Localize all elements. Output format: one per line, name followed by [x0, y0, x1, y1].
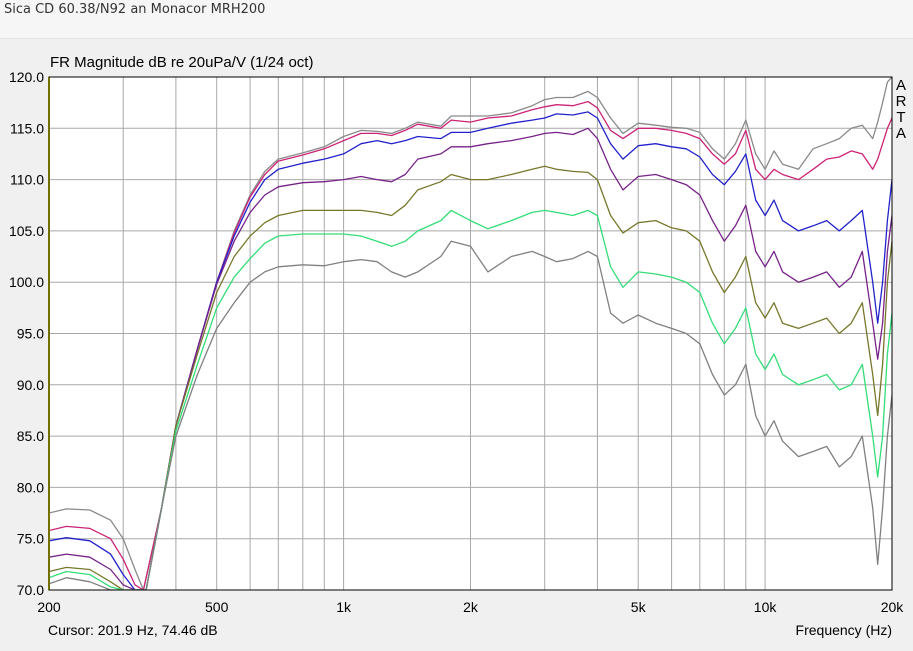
x-tick-label: 5k	[631, 599, 647, 615]
arta-brand: A R T A	[893, 78, 909, 142]
plot-frame	[48, 76, 893, 591]
x-tick-label: 200	[37, 599, 61, 615]
window-title: Sica CD 60.38/N92 an Monacor MRH200	[4, 2, 266, 17]
y-tick-label: 105.0	[9, 223, 44, 239]
x-axis-label: Frequency (Hz)	[795, 622, 892, 638]
y-tick-label: 110.0	[10, 172, 44, 188]
brand-letter: R	[895, 93, 907, 110]
y-tick-labels: 120.0 115.0 110.0 105.0 100.0 95.0 90.0 85.0 80.…	[9, 69, 44, 598]
series-line-6	[49, 209, 892, 590]
series-group	[49, 77, 892, 590]
cursor-readout: Cursor: 201.9 Hz, 74.46 dB	[48, 622, 218, 638]
brand-letter: T	[896, 109, 906, 126]
x-tick-labels: 200 500 1k 2k 5k 10k 20k	[37, 599, 904, 615]
series-line-7	[49, 240, 892, 590]
brand-letter: A	[895, 77, 906, 94]
series-line-5	[49, 165, 892, 590]
brand-letter: A	[895, 125, 906, 142]
grid-lines	[49, 77, 892, 590]
y-tick-label: 85.0	[17, 428, 44, 444]
y-tick-label: 75.0	[17, 531, 44, 547]
y-tick-label: 100.0	[9, 274, 44, 290]
x-tick-label: 500	[205, 599, 229, 615]
x-tick-label: 2k	[463, 599, 479, 615]
y-tick-label: 90.0	[17, 377, 44, 393]
y-tick-label: 70.0	[17, 582, 44, 598]
x-tick-label: 10k	[754, 599, 778, 615]
y-tick-label: 120.0	[9, 69, 44, 85]
y-tick-label: 115.0	[10, 120, 44, 136]
x-tick-label: 20k	[881, 599, 905, 615]
series-line-4	[49, 127, 892, 590]
y-tick-label: 95.0	[17, 326, 44, 342]
y-tick-label: 80.0	[17, 479, 44, 495]
x-tick-label: 1k	[336, 599, 352, 615]
chart-title: FR Magnitude dB re 20uPa/V (1/24 oct)	[50, 54, 314, 71]
